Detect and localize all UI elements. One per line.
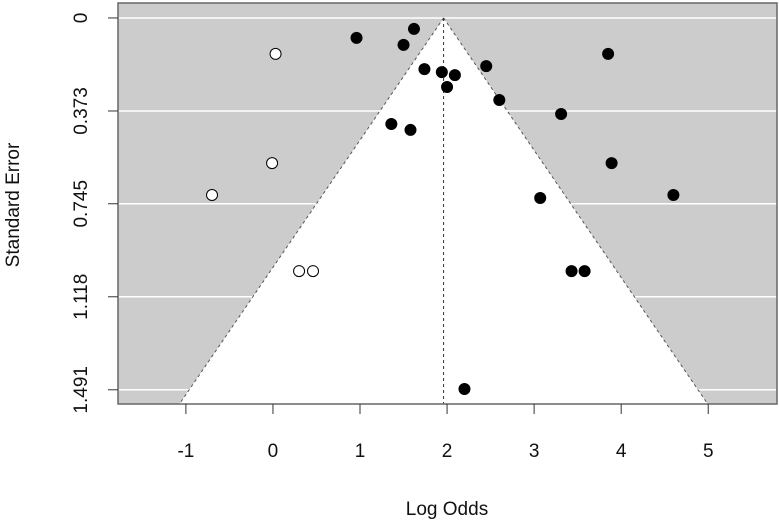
x-tick-label: 4	[616, 441, 627, 462]
data-point	[493, 94, 506, 107]
data-point	[404, 123, 417, 136]
data-point	[605, 157, 618, 170]
y-tick-label: 0.745	[71, 180, 92, 228]
x-tick-label: 1	[355, 441, 366, 462]
data-point	[565, 265, 578, 278]
data-point	[448, 69, 461, 82]
data-point	[269, 47, 282, 60]
data-point	[480, 60, 493, 73]
data-point	[602, 47, 615, 60]
y-tick-label: 1.118	[71, 274, 92, 320]
x-tick-label: 2	[442, 441, 453, 462]
data-point	[435, 66, 448, 79]
data-point	[307, 265, 320, 278]
data-point	[293, 265, 306, 278]
data-point	[350, 31, 363, 44]
x-tick-label: 0	[268, 441, 279, 462]
y-tick-label: 0.373	[71, 87, 92, 135]
data-point	[458, 383, 471, 396]
x-tick-label: -1	[177, 441, 194, 462]
data-point	[206, 189, 219, 202]
data-point	[441, 81, 454, 94]
data-point	[418, 63, 431, 76]
y-tick-label: 0	[71, 13, 92, 24]
data-point	[555, 107, 568, 120]
x-tick-label: 5	[703, 441, 714, 462]
x-tick-label: 3	[529, 441, 540, 462]
data-point	[385, 117, 398, 130]
x-axis-label: Log Odds	[406, 499, 488, 520]
data-point	[667, 189, 680, 202]
data-point	[578, 265, 591, 278]
data-point	[397, 38, 410, 51]
data-point	[266, 157, 279, 170]
y-tick-label: 1.491	[71, 366, 92, 414]
y-axis-label: Standard Error	[3, 142, 24, 267]
data-point	[407, 22, 420, 35]
data-point	[534, 192, 547, 205]
